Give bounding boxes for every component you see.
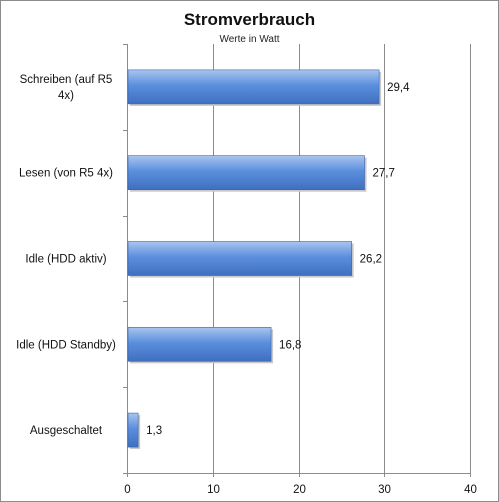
category-label: 4x) bbox=[58, 90, 74, 102]
x-tick-label: 0 bbox=[124, 484, 130, 496]
data-label: 16,8 bbox=[279, 339, 301, 351]
labels: 0 10 20 30 40 29,4 Schreiben (auf R5 4x) 27,7 Les… bbox=[16, 74, 477, 496]
x-tick-label: 30 bbox=[378, 484, 391, 496]
x-tick-label: 40 bbox=[464, 484, 477, 496]
bar bbox=[127, 155, 365, 190]
bar bbox=[127, 326, 272, 362]
data-label: 27,7 bbox=[373, 168, 395, 180]
category-label: Schreiben (auf R5 bbox=[20, 74, 113, 86]
data-label: 26,2 bbox=[360, 254, 382, 266]
bar bbox=[127, 412, 139, 448]
category-label: Ausgeschaltet bbox=[30, 425, 103, 437]
category-label: Idle (HDD Standby) bbox=[16, 339, 116, 351]
bar bbox=[127, 241, 352, 276]
chart-title: Stromverbrauch bbox=[183, 10, 316, 29]
category-label: Lesen (von R5 4x) bbox=[19, 168, 113, 180]
bars bbox=[127, 69, 382, 450]
x-tick-label: 20 bbox=[293, 484, 306, 496]
data-label: 1,3 bbox=[146, 425, 162, 437]
category-label: Idle (HDD aktiv) bbox=[25, 254, 106, 266]
x-tick-label: 10 bbox=[207, 484, 220, 496]
bar bbox=[127, 69, 380, 105]
axes bbox=[123, 44, 471, 477]
data-label: 29,4 bbox=[387, 82, 410, 94]
chart-subtitle: Werte in Watt bbox=[219, 34, 280, 45]
